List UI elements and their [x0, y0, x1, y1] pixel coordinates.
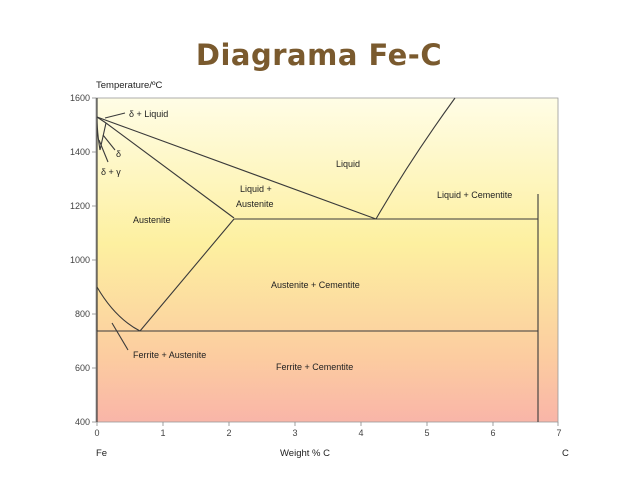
solidus-line: [105, 122, 235, 219]
region-label-liquid-cementite: Liquid + Cementite: [437, 190, 512, 200]
plot-background: [95, 97, 559, 423]
delta-boundary-2: [96, 116, 101, 151]
region-label-delta: δ: [116, 149, 121, 159]
y-tick-label: 400: [75, 417, 90, 427]
region-label-austenite-cementite: Austenite + Cementite: [271, 280, 360, 290]
y-tick-label: 600: [75, 363, 90, 373]
region-label-ferrite-cementite: Ferrite + Cementite: [276, 362, 353, 372]
pointer-delta: [102, 134, 116, 151]
region-label-liquid-austenite-2: Austenite: [236, 199, 274, 209]
x-tick-label: 4: [358, 428, 363, 438]
y-tick-label: 1200: [70, 201, 90, 211]
liquidus-line-left: [96, 116, 377, 220]
x-tick-label: 6: [490, 428, 495, 438]
delta-boundary-1: [96, 116, 107, 124]
y-tick-label: 1600: [70, 93, 90, 103]
y-tick-label: 1400: [70, 147, 90, 157]
liquidus-line-right: [375, 97, 456, 220]
x-tick-label: 7: [556, 428, 561, 438]
region-label-liquid: Liquid: [336, 159, 360, 169]
x-tick-label: 1: [160, 428, 165, 438]
acm-line: [139, 218, 235, 332]
pointer-ferrite-austenite: [111, 322, 129, 351]
x-tick-label: 5: [424, 428, 429, 438]
x-tick-label: 0: [94, 428, 99, 438]
x-right-label: C: [562, 448, 569, 459]
x-tick-label: 2: [226, 428, 231, 438]
pointer-delta-gamma: [98, 139, 109, 163]
slide-title: Diagrama Fe-C: [195, 38, 443, 72]
y-axis-title: Temperature/ºC: [96, 80, 162, 91]
x-tick-marks: [96, 422, 559, 426]
region-label-delta-liquid: δ + Liquid: [129, 109, 168, 119]
y-tick-label: 800: [75, 309, 90, 319]
x-tick-label: 3: [292, 428, 297, 438]
region-label-liquid-austenite-1: Liquid +: [240, 184, 272, 194]
a3-line: [96, 286, 141, 332]
x-left-label: Fe: [96, 448, 107, 459]
y-tick-label: 1000: [70, 255, 90, 265]
y-tick-marks: [92, 97, 96, 423]
x-axis-title: Weight % C: [280, 448, 330, 459]
region-label-austenite: Austenite: [133, 215, 171, 225]
pointer-delta-liquid: [104, 112, 126, 119]
region-label-delta-gamma: δ + γ: [101, 167, 121, 177]
region-label-ferrite-austenite: Ferrite + Austenite: [133, 350, 206, 360]
